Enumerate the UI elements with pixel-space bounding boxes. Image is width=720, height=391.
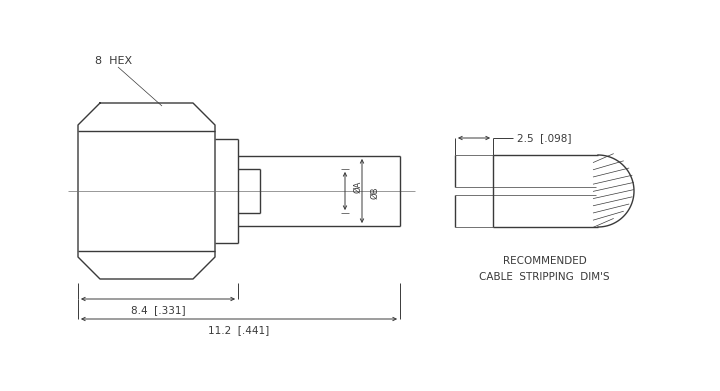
Text: 2.5  [.098]: 2.5 [.098] <box>517 133 572 143</box>
Text: RECOMMENDED: RECOMMENDED <box>503 256 586 266</box>
Text: ØB: ØB <box>370 187 379 199</box>
Text: ØA: ØA <box>353 181 362 193</box>
Text: CABLE  STRIPPING  DIM'S: CABLE STRIPPING DIM'S <box>480 272 610 282</box>
Text: 8  HEX: 8 HEX <box>95 56 132 66</box>
Text: 8.4  [.331]: 8.4 [.331] <box>131 305 185 315</box>
Text: 11.2  [.441]: 11.2 [.441] <box>208 325 269 335</box>
